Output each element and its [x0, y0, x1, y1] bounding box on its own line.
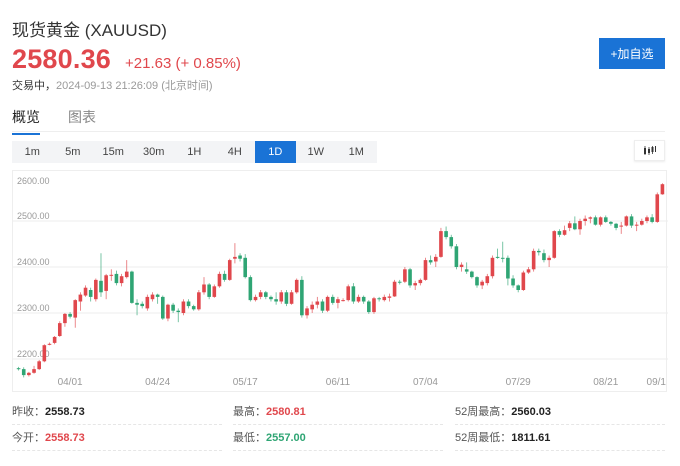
svg-text:2600.00: 2600.00 [17, 176, 50, 186]
svg-text:07/29: 07/29 [506, 377, 531, 388]
interval-1m[interactable]: 1m [24, 146, 40, 158]
svg-text:2400.00: 2400.00 [17, 257, 50, 267]
52wk-high-value: 2560.03 [511, 406, 552, 418]
instrument-title: 现货黄金 (XAUUSD) [12, 21, 167, 40]
svg-text:05/17: 05/17 [233, 377, 258, 388]
stat-prev-close: 昨收：2558.73 [12, 400, 222, 425]
high-value: 2580.81 [266, 406, 306, 418]
candlestick-icon [643, 146, 656, 155]
tab-overview[interactable]: 概览 [12, 107, 40, 135]
trading-status: 交易中，2024-09-13 21:26:09 (北京时间) [12, 77, 213, 93]
interval-4h[interactable]: 4H [227, 146, 242, 158]
interval-1h[interactable]: 1H [187, 146, 202, 158]
interval-1mo[interactable]: 1M [348, 146, 364, 158]
last-price: 2580.36 [12, 44, 111, 74]
add-to-watchlist-button[interactable]: +加自选 [599, 38, 665, 69]
svg-text:04/24: 04/24 [145, 377, 170, 388]
stat-52wk-high: 52周最高：2560.03 [455, 400, 665, 425]
price-row: 2580.36 +21.63 (+ 0.85%) [12, 44, 241, 75]
interval-15m[interactable]: 15m [102, 146, 124, 158]
interval-5m[interactable]: 5m [65, 146, 81, 158]
prev-close-value: 2558.73 [45, 406, 85, 418]
interval-1d[interactable]: 1D [255, 141, 296, 163]
svg-text:2300.00: 2300.00 [17, 303, 50, 313]
chart-type-button[interactable] [634, 140, 665, 161]
stat-low: 最低：2557.00 [233, 426, 443, 451]
trading-state: 交易中， [12, 80, 56, 92]
svg-text:04/01: 04/01 [58, 377, 83, 388]
price-change: +21.63 (+ 0.85%) [125, 55, 241, 72]
status-timestamp: 2024-09-13 21:26:09 (北京时间) [56, 80, 213, 92]
low-value: 2557.00 [266, 432, 306, 444]
price-chart[interactable]: 2200.00 2300.00 2400.00 2500.00 2600.00 04/01… [12, 170, 668, 392]
stat-52wk-low: 52周最低：1811.61 [455, 426, 665, 451]
svg-text:08/21: 08/21 [593, 377, 618, 388]
tab-chart[interactable]: 图表 [68, 109, 96, 125]
stat-high: 最高：2580.81 [233, 400, 443, 425]
tab-divider [12, 131, 665, 132]
tab-bar: 概览 图表 [12, 107, 124, 135]
candlestick-chart: 2200.00 2300.00 2400.00 2500.00 2600.00 04/01… [13, 176, 668, 388]
svg-text:07/04: 07/04 [413, 377, 438, 388]
svg-text:2200.00: 2200.00 [17, 349, 50, 359]
interval-selector: 1m 5m 15m 30m 1H 4H 1D 1W 1M [12, 141, 377, 163]
svg-text:2500.00: 2500.00 [17, 211, 50, 221]
svg-text:06/11: 06/11 [326, 377, 351, 388]
svg-text:09/1: 09/1 [647, 377, 667, 388]
interval-1w[interactable]: 1W [307, 146, 325, 158]
stat-open: 今开：2558.73 [12, 426, 222, 451]
interval-30m[interactable]: 30m [143, 146, 165, 158]
52wk-low-value: 1811.61 [511, 432, 551, 444]
open-value: 2558.73 [45, 432, 85, 444]
